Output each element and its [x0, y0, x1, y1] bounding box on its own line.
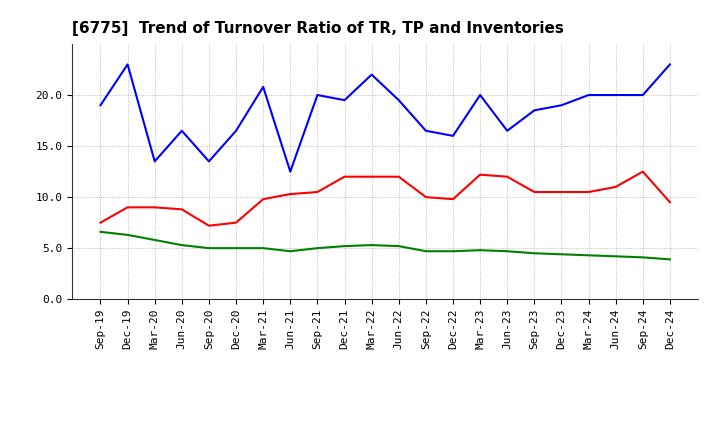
Inventories — [313, 246, 322, 251]
Line: Inventories: Inventories — [101, 232, 670, 260]
Inventories — [204, 246, 213, 251]
Trade Payables — [313, 92, 322, 98]
Trade Payables — [204, 159, 213, 164]
Trade Receivables — [367, 174, 376, 180]
Trade Receivables — [395, 174, 403, 180]
Inventories — [665, 257, 674, 262]
Trade Payables — [96, 103, 105, 108]
Inventories — [259, 246, 268, 251]
Inventories — [395, 243, 403, 249]
Trade Receivables — [96, 220, 105, 225]
Trade Payables — [665, 62, 674, 67]
Inventories — [286, 249, 294, 254]
Trade Payables — [232, 128, 240, 133]
Trade Payables — [639, 92, 647, 98]
Trade Payables — [611, 92, 620, 98]
Trade Receivables — [639, 169, 647, 174]
Trade Payables — [584, 92, 593, 98]
Trade Payables — [367, 72, 376, 77]
Trade Receivables — [503, 174, 511, 180]
Trade Payables — [286, 169, 294, 174]
Trade Receivables — [557, 189, 566, 194]
Trade Receivables — [178, 207, 186, 212]
Inventories — [584, 253, 593, 258]
Inventories — [611, 254, 620, 259]
Trade Payables — [123, 62, 132, 67]
Trade Receivables — [232, 220, 240, 225]
Inventories — [639, 255, 647, 260]
Trade Receivables — [313, 189, 322, 194]
Inventories — [150, 237, 159, 242]
Inventories — [557, 252, 566, 257]
Trade Payables — [178, 128, 186, 133]
Trade Payables — [557, 103, 566, 108]
Trade Receivables — [421, 194, 430, 200]
Line: Trade Receivables: Trade Receivables — [101, 172, 670, 226]
Inventories — [123, 232, 132, 238]
Inventories — [530, 251, 539, 256]
Trade Payables — [421, 128, 430, 133]
Trade Receivables — [665, 200, 674, 205]
Trade Receivables — [611, 184, 620, 190]
Trade Payables — [476, 92, 485, 98]
Inventories — [178, 242, 186, 248]
Inventories — [341, 243, 349, 249]
Trade Payables — [341, 98, 349, 103]
Legend: Trade Receivables, Trade Payables, Inventories: Trade Receivables, Trade Payables, Inven… — [170, 438, 600, 440]
Trade Receivables — [530, 189, 539, 194]
Trade Payables — [530, 108, 539, 113]
Trade Receivables — [204, 223, 213, 228]
Inventories — [232, 246, 240, 251]
Trade Receivables — [584, 189, 593, 194]
Trade Payables — [150, 159, 159, 164]
Trade Receivables — [341, 174, 349, 180]
Text: [6775]  Trend of Turnover Ratio of TR, TP and Inventories: [6775] Trend of Turnover Ratio of TR, TP… — [72, 21, 564, 36]
Trade Payables — [259, 84, 268, 89]
Inventories — [96, 229, 105, 235]
Trade Receivables — [476, 172, 485, 177]
Trade Payables — [449, 133, 457, 139]
Trade Receivables — [259, 197, 268, 202]
Trade Payables — [395, 98, 403, 103]
Trade Receivables — [286, 191, 294, 197]
Trade Receivables — [123, 205, 132, 210]
Trade Payables — [503, 128, 511, 133]
Trade Receivables — [150, 205, 159, 210]
Inventories — [503, 249, 511, 254]
Trade Receivables — [449, 197, 457, 202]
Line: Trade Payables: Trade Payables — [101, 64, 670, 172]
Inventories — [421, 249, 430, 254]
Inventories — [476, 248, 485, 253]
Inventories — [449, 249, 457, 254]
Inventories — [367, 242, 376, 248]
